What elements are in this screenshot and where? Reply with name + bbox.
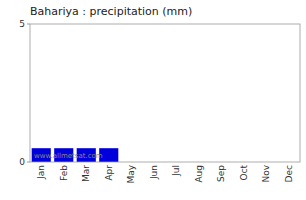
chart-svg: Bahariya : precipitation (mm) www.allmets… [0, 0, 306, 200]
x-tick-label: Jul [171, 165, 181, 177]
chart-container: Bahariya : precipitation (mm) www.allmets… [0, 0, 306, 200]
bars [32, 148, 119, 162]
y-tick-label: 0 [19, 157, 25, 167]
x-tick-label: May [126, 164, 136, 183]
y-tick [27, 162, 30, 163]
x-tick-label: Nov [261, 164, 271, 182]
x-tick-label: Mar [81, 165, 91, 182]
y-tick [27, 24, 30, 25]
x-tick-label: Dec [284, 165, 294, 182]
title: Bahariya : precipitation (mm) [30, 5, 192, 18]
x-tick-label: Apr [104, 165, 114, 181]
annotation: www.allmetsat.com [34, 152, 103, 160]
x-tick-label: Jan [36, 165, 46, 180]
y-tick-label: 5 [19, 19, 25, 29]
x-tick-label: Sep [216, 165, 226, 182]
plot-frame [30, 24, 300, 162]
x-tick-label: Aug [194, 165, 204, 183]
x-tick-label: Oct [239, 165, 249, 181]
x-tick-label: Jun [149, 165, 159, 180]
x-tick-label: Feb [59, 165, 69, 181]
